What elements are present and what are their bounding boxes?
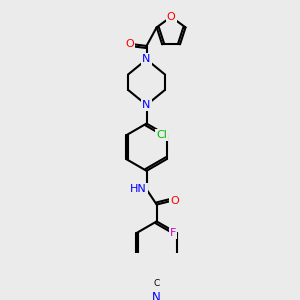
Text: N: N [142,54,151,64]
Text: HN: HN [130,184,146,194]
Text: O: O [167,12,176,22]
Text: N: N [142,100,151,110]
Text: C: C [154,278,160,287]
Text: Cl: Cl [157,130,167,140]
Text: N: N [152,291,161,300]
Text: O: O [125,39,134,49]
Text: F: F [170,228,176,238]
Text: O: O [170,196,179,206]
